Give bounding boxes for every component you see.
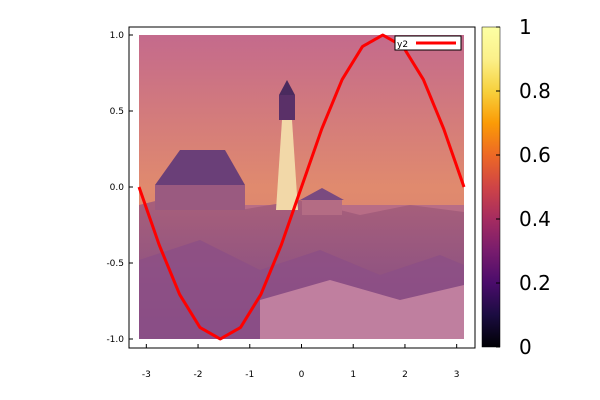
colorbar-tick-label: 0.4 (519, 207, 551, 231)
y-tick-label: 0.5 (110, 107, 124, 117)
colorbar-tick-label: 0.6 (519, 143, 551, 167)
x-tick-label: -2 (194, 370, 203, 380)
x-axis-ticks: -3 -2 -1 0 1 2 3 (142, 344, 460, 380)
y-tick-label: 1.0 (110, 31, 125, 41)
colorbar-tick-label: 0 (519, 335, 532, 359)
colorbar-tick-label: 0.8 (519, 79, 551, 103)
colorbar: 0 0.2 0.4 0.6 0.8 1 (481, 15, 551, 359)
colorbar-tick-label: 0.2 (519, 271, 551, 295)
colorbar-tick-label: 1 (519, 15, 532, 39)
x-tick-label: 3 (454, 370, 460, 380)
legend: y2 (394, 35, 462, 51)
x-tick-label: 0 (299, 370, 305, 380)
x-tick-label: 2 (402, 370, 408, 380)
x-tick-label: -1 (245, 370, 254, 380)
series-line-y2 (137, 33, 466, 341)
y-tick-label: -0.5 (106, 259, 124, 269)
x-tick-label: 1 (350, 370, 356, 380)
heatmap-image (139, 35, 464, 339)
x-tick-label: -3 (142, 370, 151, 380)
y-tick-label: -1.0 (106, 335, 124, 345)
colorbar-ticks: 0 0.2 0.4 0.6 0.8 1 (496, 15, 551, 359)
y-axis-ticks: -1.0 -0.5 0.0 0.5 1.0 (106, 31, 133, 345)
colorbar-gradient (481, 26, 501, 348)
legend-label: y2 (397, 40, 408, 50)
y-tick-label: 0.0 (110, 183, 125, 193)
